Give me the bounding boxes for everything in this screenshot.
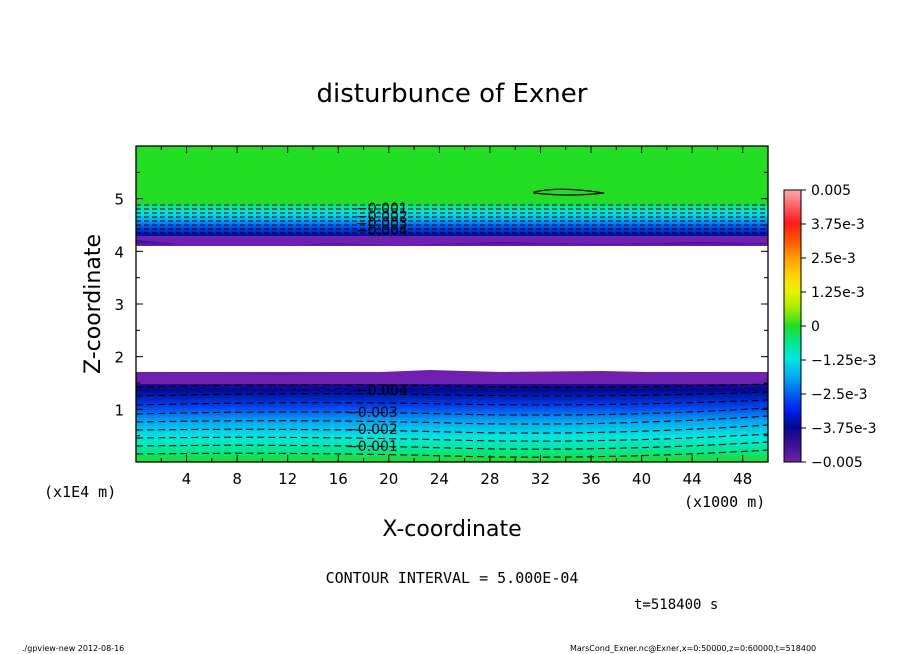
x-tick-label: 48 xyxy=(733,470,752,488)
x-tick-label: 16 xyxy=(329,470,348,488)
closed-contour xyxy=(533,188,605,196)
contour-label: −0.004 xyxy=(356,383,408,399)
colorbar-label: −1.25e-3 xyxy=(811,353,876,369)
chart-title: disturbunce of Exner xyxy=(317,79,588,109)
y-axis: 1 2 3 4 5 xyxy=(114,145,768,437)
y-tick-label: 1 xyxy=(114,401,124,419)
footer-right: MarsCond_Exner.nc@Exner,x=0:50000,z=0:60… xyxy=(570,644,816,653)
colorbar-label: 0 xyxy=(811,319,820,335)
x-tick-label: 20 xyxy=(379,470,398,488)
lower-contour-lines xyxy=(136,383,768,458)
y-axis-title: Z-coordinate xyxy=(81,234,106,374)
y-tick-label: 2 xyxy=(114,349,124,367)
lower-layer-top-edge xyxy=(136,370,768,384)
contour-label: −0.002 xyxy=(346,422,398,438)
colorbar-label: 3.75e-3 xyxy=(811,217,865,233)
x-tick-label: 40 xyxy=(632,470,651,488)
x-axis: 4 8 12 16 20 24 28 32 36 40 44 48 xyxy=(160,146,769,488)
x-tick-label: 32 xyxy=(531,470,550,488)
colorbar: 0.005 3.75e-3 2.5e-3 1.25e-3 0 −1.25e-3 −2.5e-… xyxy=(783,183,876,471)
contour-label: −0.002 xyxy=(356,209,408,225)
contour-label: −0.001 xyxy=(346,439,398,455)
x-unit-label: (x1000 m) xyxy=(684,493,765,511)
colorbar-label: 0.005 xyxy=(811,183,851,199)
upper-green-region xyxy=(136,146,768,208)
y-tick-label: 5 xyxy=(114,191,124,209)
time-label: t=518400 s xyxy=(634,597,718,613)
footer-left: ./gpview-new 2012-08-16 xyxy=(22,644,124,653)
upper-contour-lines xyxy=(136,204,768,234)
y-tick-label: 3 xyxy=(114,296,124,314)
y-tick-label: 4 xyxy=(114,243,124,261)
lower-contour-labels: −0.004 −0.003 −0.002 −0.001 xyxy=(346,383,408,455)
colorbar-label: 1.25e-3 xyxy=(811,285,865,301)
x-axis-title: X-coordinate xyxy=(382,517,521,542)
upper-layer-bottom-edge xyxy=(136,236,768,250)
colorbar-label: 2.5e-3 xyxy=(811,251,856,267)
colorbar-labels: 0.005 3.75e-3 2.5e-3 1.25e-3 0 −1.25e-3 −2.5e-… xyxy=(801,183,876,471)
plot-area: −0.001 −0.002 −0.003 −0.004 −0.004 −0.00… xyxy=(136,146,768,462)
colorbar-label: −3.75e-3 xyxy=(811,421,876,437)
contour-label: −0.003 xyxy=(346,405,398,421)
contour-label: −0.004 xyxy=(356,223,408,239)
colorbar-scale xyxy=(783,189,802,463)
x-tick-label: 24 xyxy=(430,470,449,488)
x-tick-label: 12 xyxy=(278,470,297,488)
x-tick-label: 44 xyxy=(683,470,702,488)
upper-contour-labels: −0.001 −0.002 −0.003 −0.004 xyxy=(356,201,408,239)
x-tick-label: 8 xyxy=(232,470,242,488)
colorbar-label: −0.005 xyxy=(811,455,863,471)
contour-label: −0.003 xyxy=(356,216,408,232)
contour-interval: CONTOUR INTERVAL = 5.000E-04 xyxy=(326,569,579,587)
colorbar-label: −2.5e-3 xyxy=(811,387,868,403)
lower-gradient-layer xyxy=(136,372,768,462)
x-tick-label: 36 xyxy=(581,470,600,488)
x-tick-label: 4 xyxy=(182,470,192,488)
contour-label: −0.001 xyxy=(356,201,408,217)
undefined-region xyxy=(136,246,768,372)
y-unit-label: (x1E4 m) xyxy=(44,483,116,501)
x-tick-label: 28 xyxy=(480,470,499,488)
